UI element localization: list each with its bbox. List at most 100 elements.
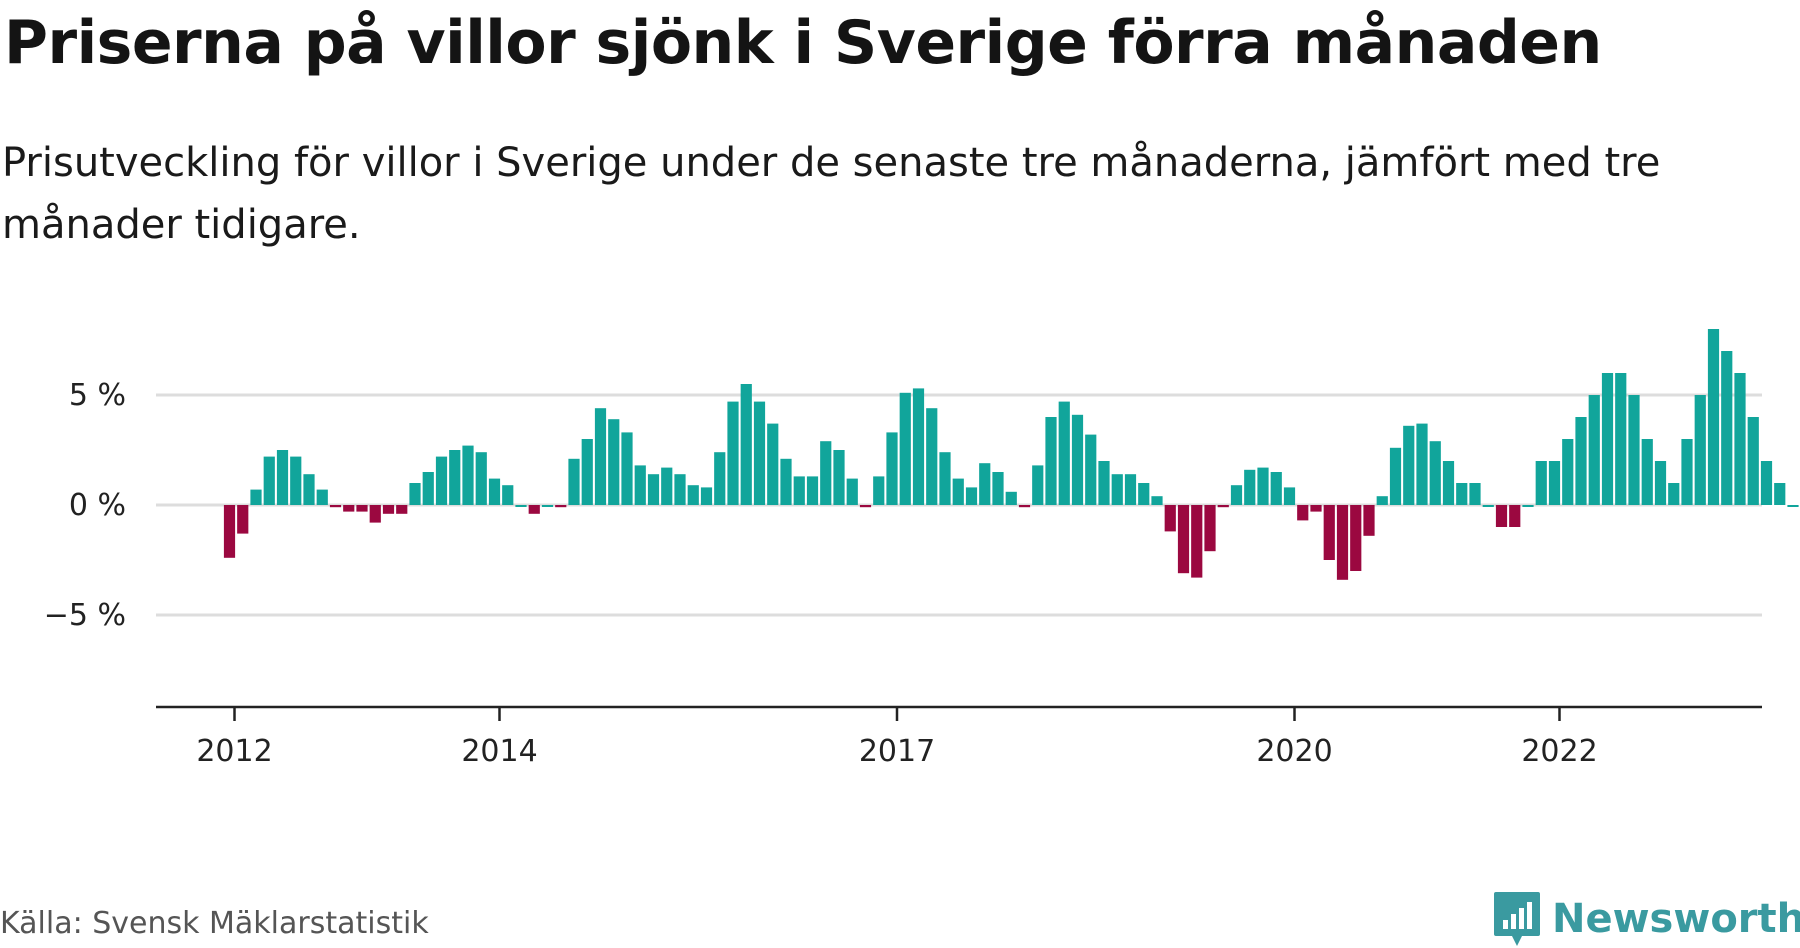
bar (369, 505, 381, 523)
bar (926, 408, 938, 505)
bar (1681, 439, 1693, 505)
bar (939, 452, 951, 505)
x-tick-label: 2014 (461, 734, 537, 769)
bar (223, 505, 236, 558)
bar (555, 505, 567, 508)
bar (1217, 505, 1229, 508)
bar (846, 478, 858, 505)
bar (1509, 505, 1521, 527)
bar (1230, 485, 1243, 505)
bar (1310, 505, 1322, 512)
bar (608, 419, 620, 505)
bar (409, 483, 421, 505)
brand-logo[interactable]: Newsworthy (1492, 890, 1800, 948)
bar (1297, 505, 1309, 521)
bar (568, 458, 580, 505)
bar (1707, 329, 1720, 505)
bar (621, 432, 633, 505)
bar (276, 450, 289, 505)
bar (965, 487, 978, 505)
bar (581, 439, 593, 505)
bar (528, 505, 540, 514)
bar (899, 392, 911, 505)
bar (1694, 395, 1706, 505)
bar (1191, 505, 1203, 578)
bar (382, 505, 395, 514)
bar (515, 505, 527, 507)
bar (687, 485, 699, 505)
bar (634, 465, 646, 505)
bar (263, 456, 275, 505)
page-subtitle: Prisutveckling för villor i Sverige unde… (2, 140, 1661, 248)
bar (1018, 505, 1031, 508)
bar (1760, 461, 1773, 505)
bar (1085, 434, 1097, 505)
bar (1350, 505, 1362, 571)
bar (714, 452, 726, 505)
bar (952, 478, 964, 505)
bar (1098, 461, 1110, 505)
bar (1774, 483, 1786, 505)
bar (1032, 465, 1044, 505)
bar (1323, 505, 1335, 560)
bar (396, 505, 408, 514)
y-tick-label: 0 % (69, 488, 126, 523)
bar (1389, 447, 1402, 505)
bar (992, 472, 1004, 505)
bar (820, 441, 832, 505)
bar (873, 476, 885, 505)
bar (1482, 505, 1494, 507)
bar (1124, 474, 1137, 505)
bar (1721, 351, 1733, 505)
bar (1363, 505, 1375, 536)
bar (700, 487, 713, 505)
bar (674, 474, 686, 505)
bar (1283, 487, 1296, 505)
bar (1138, 483, 1150, 505)
bar (1575, 417, 1587, 505)
bar (1336, 505, 1349, 580)
bar (886, 432, 898, 505)
bar (1442, 461, 1455, 505)
bar (1058, 401, 1070, 505)
bar (1403, 425, 1415, 505)
bar (647, 474, 660, 505)
bar (1111, 474, 1123, 505)
bar (1045, 417, 1057, 505)
x-tick-label: 2012 (196, 734, 272, 769)
bar (740, 384, 752, 505)
bar (1654, 461, 1667, 505)
y-tick-label: 5 % (69, 378, 126, 413)
bar (1787, 505, 1799, 507)
bar (290, 456, 302, 505)
source-note: Källa: Svensk Mäklarstatistik (0, 906, 429, 941)
x-tick-label: 2017 (859, 734, 935, 769)
bar (303, 474, 315, 505)
bar (793, 476, 805, 505)
bar (488, 478, 501, 505)
bar (1257, 467, 1269, 505)
bar (1548, 461, 1561, 505)
bar (1164, 505, 1176, 532)
bar (912, 388, 925, 505)
bar (316, 489, 328, 505)
bar (1456, 483, 1468, 505)
bar (1429, 441, 1441, 505)
bars-layer (223, 329, 1799, 580)
bar (727, 401, 739, 505)
bar (462, 445, 474, 505)
bar (859, 505, 872, 508)
bar (1469, 483, 1481, 505)
bar (435, 456, 448, 505)
x-tick-label: 2020 (1256, 734, 1332, 769)
bar (1668, 483, 1680, 505)
bar (422, 472, 434, 505)
bar (1628, 395, 1640, 505)
bar (1747, 417, 1759, 505)
newsworthy-logo-icon (1494, 892, 1540, 946)
bar (806, 476, 819, 505)
bar (1204, 505, 1216, 552)
bar (1522, 505, 1534, 507)
